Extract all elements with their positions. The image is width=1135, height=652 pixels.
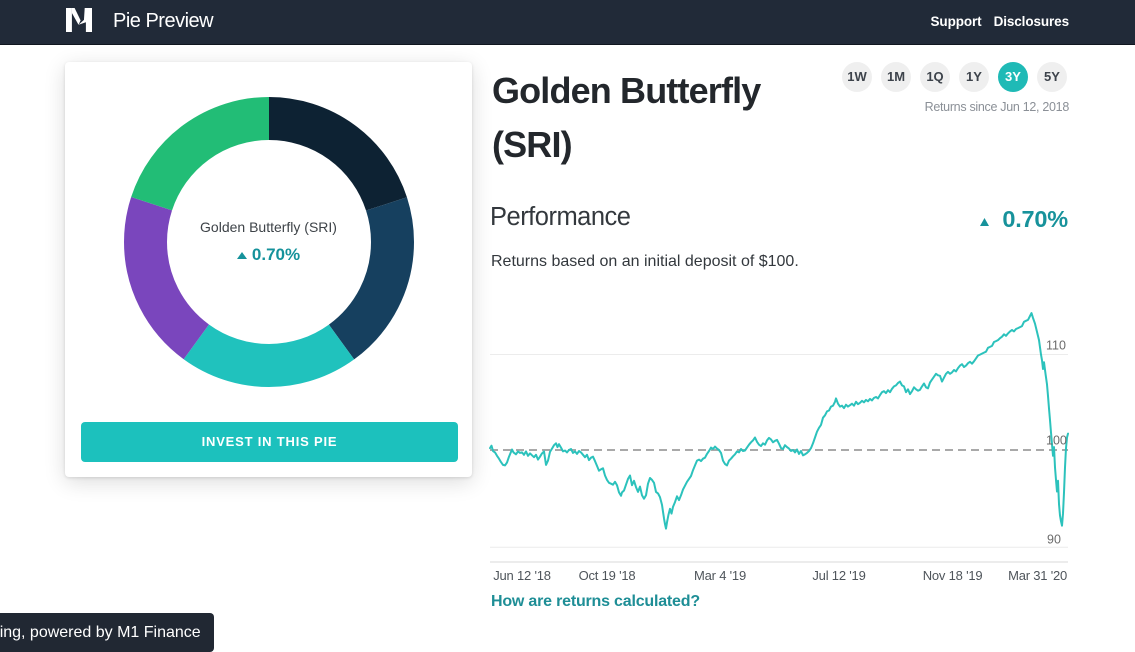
svg-text:90: 90 [1047,533,1061,547]
svg-text:Jun 12 '18: Jun 12 '18 [493,568,551,583]
svg-text:Oct 19 '18: Oct 19 '18 [579,568,636,583]
svg-text:Mar 31 '20: Mar 31 '20 [1008,568,1067,583]
svg-text:Mar 4 '19: Mar 4 '19 [694,568,746,583]
svg-text:100: 100 [1046,434,1067,448]
svg-text:110: 110 [1046,339,1066,353]
svg-text:Jul 12 '19: Jul 12 '19 [812,568,865,583]
svg-text:Nov 18 '19: Nov 18 '19 [923,568,983,583]
